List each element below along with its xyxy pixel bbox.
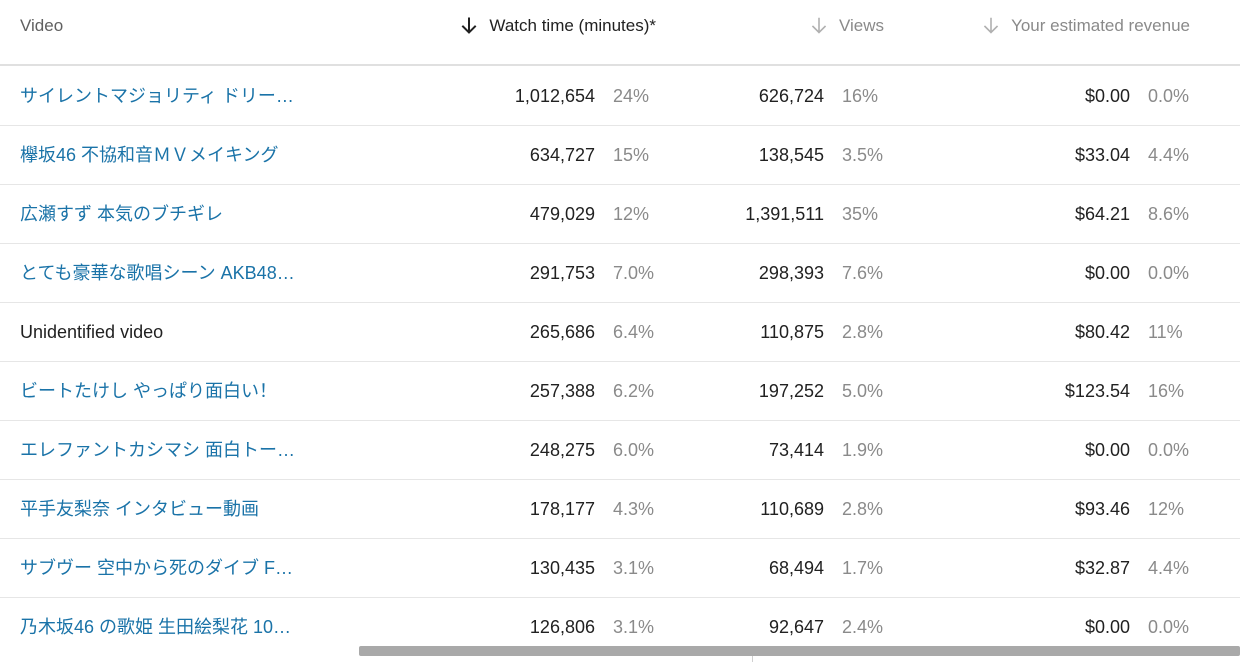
revenue-percent: 0.0% [1148, 440, 1190, 460]
table-row: 平手友梨奈 インタビュー動画 178,177 4.3% 110,689 2.8% $93.… [0, 480, 1240, 539]
video-title-link[interactable]: エレファントカシマシ 面白トー… [20, 440, 295, 460]
views-percent: 35% [842, 204, 879, 224]
watch-time-value: 479,029 [529, 204, 595, 224]
watch-time-percent: 6.2% [613, 381, 655, 401]
revenue-value: $93.46 [1074, 499, 1130, 519]
column-header-revenue-label: Your estimated revenue [1011, 16, 1190, 35]
table-row: 欅坂46 不協和音ＭＶメイキング 634,727 15% 138,545 3.5% $33… [0, 126, 1240, 185]
watch-time-percent: 3.1% [613, 558, 655, 578]
revenue-value: $80.42 [1074, 322, 1130, 342]
views-percent: 1.9% [842, 440, 884, 460]
revenue-percent: 4.4% [1148, 558, 1190, 578]
video-title-link[interactable]: ビートたけし やっぱり面白い！ [20, 381, 277, 401]
table-row: ビートたけし やっぱり面白い！ 257,388 6.2% 197,252 5.0% $12… [0, 362, 1240, 421]
revenue-percent: 0.0% [1148, 86, 1190, 106]
watch-time-value: 1,012,654 [514, 86, 595, 106]
watch-time-percent: 24% [613, 86, 650, 106]
column-header-views[interactable]: Views [810, 15, 884, 37]
watch-time-percent: 12% [613, 204, 650, 224]
revenue-percent: 8.6% [1148, 204, 1190, 224]
watch-time-percent: 6.4% [613, 322, 655, 342]
views-value: 73,414 [768, 440, 824, 460]
watch-time-value: 257,388 [529, 381, 595, 401]
views-value: 197,252 [758, 381, 824, 401]
revenue-value: $0.00 [1084, 440, 1130, 460]
watch-time-value: 265,686 [529, 322, 595, 342]
column-header-views-label: Views [838, 16, 884, 35]
views-value: 626,724 [758, 86, 824, 106]
table-row: 広瀬すず 本気のブチギレ 479,029 12% 1,391,511 35% $64.21… [0, 185, 1240, 244]
watch-time-percent: 3.1% [613, 617, 655, 637]
views-value: 110,875 [760, 322, 824, 342]
table-row: エレファントカシマシ 面白トー… 248,275 6.0% 73,414 1.9% $0.… [0, 421, 1240, 480]
views-value: 138,545 [758, 145, 824, 165]
video-title-link[interactable]: 広瀬すず 本気のブチギレ [20, 204, 223, 224]
views-percent: 5.0% [842, 381, 884, 401]
watch-time-value: 291,753 [529, 263, 595, 283]
watch-time-value: 178,177 [529, 499, 595, 519]
video-title-link[interactable]: とても豪華な歌唱シーン AKB48… [20, 263, 295, 283]
revenue-percent: 11% [1148, 322, 1183, 342]
arrow-down-icon [982, 17, 1000, 35]
views-value: 68,494 [768, 558, 824, 578]
views-percent: 2.8% [842, 499, 884, 519]
watch-time-value: 126,806 [529, 617, 595, 637]
views-percent: 2.4% [842, 617, 884, 637]
watch-time-value: 634,727 [529, 145, 595, 165]
views-percent: 1.7% [842, 558, 884, 578]
revenue-percent: 0.0% [1148, 263, 1190, 283]
video-title: Unidentified video [20, 322, 164, 342]
column-header-video-label: Video [20, 16, 64, 35]
views-value: 110,689 [760, 499, 824, 519]
revenue-value: $0.00 [1084, 263, 1130, 283]
views-percent: 3.5% [842, 145, 884, 165]
views-percent: 7.6% [842, 263, 884, 283]
arrow-down-icon [460, 17, 478, 35]
video-title-link[interactable]: 平手友梨奈 インタビュー動画 [20, 499, 259, 519]
watch-time-value: 248,275 [529, 440, 595, 460]
video-title-link[interactable]: 欅坂46 不協和音ＭＶメイキング [20, 145, 279, 165]
table-row: サブヴー 空中から死のダイブ F… 130,435 3.1% 68,494 1.7% $3… [0, 539, 1240, 598]
watch-time-percent: 4.3% [613, 499, 655, 519]
table-row: とても豪華な歌唱シーン AKB48… 291,753 7.0% 298,393 7.6%… [0, 244, 1240, 303]
video-title-link[interactable]: サブヴー 空中から死のダイブ F… [20, 558, 293, 578]
table-header: Video Watch time (minutes)* Views Your e… [0, 0, 1240, 66]
watch-time-percent: 7.0% [613, 263, 655, 283]
revenue-value: $0.00 [1084, 86, 1130, 106]
views-value: 92,647 [768, 617, 824, 637]
views-percent: 2.8% [842, 322, 884, 342]
column-header-revenue[interactable]: Your estimated revenue [982, 15, 1190, 37]
revenue-value: $32.87 [1074, 558, 1130, 578]
views-value: 298,393 [758, 263, 824, 283]
arrow-down-icon [810, 17, 828, 35]
watch-time-percent: 6.0% [613, 440, 655, 460]
column-header-watch-time-label: Watch time (minutes)* [489, 16, 656, 35]
revenue-percent: 4.4% [1148, 145, 1190, 165]
horizontal-scrollbar-thumb[interactable] [359, 646, 1240, 656]
table-row: Unidentified video 265,686 6.4% 110,875 2.8%… [0, 303, 1240, 362]
revenue-percent: 0.0% [1148, 617, 1190, 637]
column-header-video[interactable]: Video [20, 15, 63, 37]
watch-time-percent: 15% [613, 145, 650, 165]
revenue-value: $123.54 [1064, 381, 1130, 401]
watch-time-value: 130,435 [529, 558, 595, 578]
revenue-value: $0.00 [1084, 617, 1130, 637]
revenue-percent: 16% [1148, 381, 1185, 401]
video-title-link[interactable]: サイレントマジョリティ ドリー… [20, 86, 294, 106]
views-percent: 16% [842, 86, 879, 106]
views-value: 1,391,511 [745, 204, 824, 224]
column-header-watch-time[interactable]: Watch time (minutes)* [460, 15, 656, 37]
revenue-value: $33.04 [1074, 145, 1130, 165]
scroll-divider [752, 656, 753, 662]
revenue-percent: 12% [1148, 499, 1185, 519]
revenue-value: $64.21 [1074, 204, 1130, 224]
table-row: サイレントマジョリティ ドリー… 1,012,654 24% 626,724 16% $0… [0, 67, 1240, 126]
